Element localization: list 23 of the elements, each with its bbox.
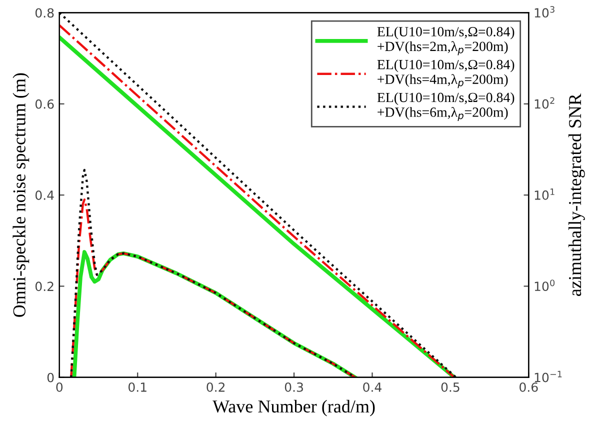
y-tick-label: 0.2 xyxy=(35,282,54,292)
legend-label: EL(U10=10m/s,Ω=0.84) +DV(hs=4m,λ$_{p}$=200m) xyxy=(377,60,514,88)
x-tick-label: 0.5 xyxy=(441,382,460,392)
y-tick-label: 0.4 xyxy=(35,190,54,200)
y-tick-label: 0.6 xyxy=(35,99,54,109)
y-tick-label: 0.8 xyxy=(35,8,54,18)
x-tick-label: 0.2 xyxy=(206,382,225,392)
y2-axis-title: azimuthally-integrated SNR xyxy=(568,94,585,296)
x-tick-label: 0 xyxy=(56,382,63,392)
y-tick-label: 0 xyxy=(47,372,54,382)
y2-tick-label: 10$^{0}$ xyxy=(534,280,555,292)
legend-label: EL(U10=10m/s,Ω=0.84) +DV(hs=2m,λ$_{p}$=200m) xyxy=(377,26,514,56)
y2-tick-label: 10$^{1}$ xyxy=(534,188,554,200)
x-axis-title: Wave Number (rad/m) xyxy=(212,400,375,416)
y2-tick-label: 10$^{3}$ xyxy=(534,6,554,18)
y-axis-title: Omni-speckle noise spectrum (m) xyxy=(12,73,30,317)
legend-label: EL(U10=10m/s,Ω=0.84) +DV(hs=6m,λ$_{p}$=200m) xyxy=(377,92,514,122)
y2-tick-label: 10$^{−1}$ xyxy=(534,370,562,382)
x-tick-label: 0.6 xyxy=(520,382,538,392)
y2-tick-label: 10$^{2}$ xyxy=(534,97,554,109)
x-tick-label: 0.4 xyxy=(363,382,382,392)
x-tick-label: 0.1 xyxy=(128,382,146,392)
x-tick-label: 0.3 xyxy=(284,382,303,392)
